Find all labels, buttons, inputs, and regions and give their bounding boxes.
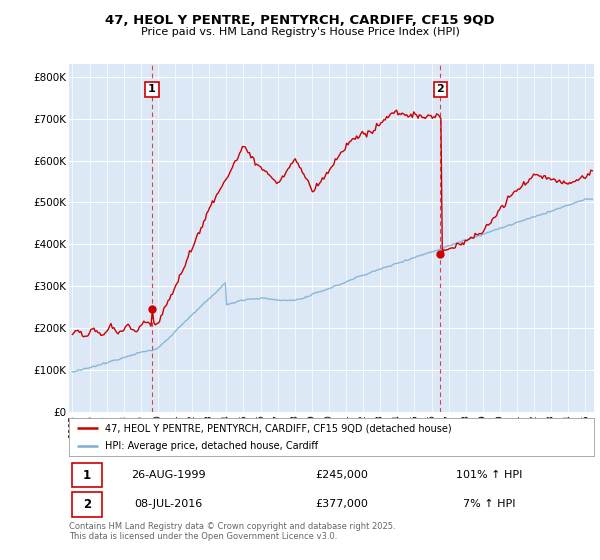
Text: 7% ↑ HPI: 7% ↑ HPI <box>463 500 515 510</box>
Text: 1: 1 <box>83 469 91 482</box>
Text: HPI: Average price, detached house, Cardiff: HPI: Average price, detached house, Card… <box>105 441 318 451</box>
Text: 1: 1 <box>148 85 156 95</box>
Text: 2: 2 <box>437 85 445 95</box>
Text: 26-AUG-1999: 26-AUG-1999 <box>131 470 206 480</box>
Text: £245,000: £245,000 <box>316 470 368 480</box>
FancyBboxPatch shape <box>71 492 102 517</box>
Text: 2: 2 <box>83 498 91 511</box>
Text: Price paid vs. HM Land Registry's House Price Index (HPI): Price paid vs. HM Land Registry's House … <box>140 27 460 37</box>
FancyBboxPatch shape <box>71 463 102 487</box>
Text: £377,000: £377,000 <box>316 500 368 510</box>
Text: 47, HEOL Y PENTRE, PENTYRCH, CARDIFF, CF15 9QD: 47, HEOL Y PENTRE, PENTYRCH, CARDIFF, CF… <box>105 14 495 27</box>
Text: 47, HEOL Y PENTRE, PENTYRCH, CARDIFF, CF15 9QD (detached house): 47, HEOL Y PENTRE, PENTYRCH, CARDIFF, CF… <box>105 423 451 433</box>
Text: Contains HM Land Registry data © Crown copyright and database right 2025.
This d: Contains HM Land Registry data © Crown c… <box>69 522 395 542</box>
Text: 101% ↑ HPI: 101% ↑ HPI <box>456 470 522 480</box>
Text: 08-JUL-2016: 08-JUL-2016 <box>134 500 203 510</box>
